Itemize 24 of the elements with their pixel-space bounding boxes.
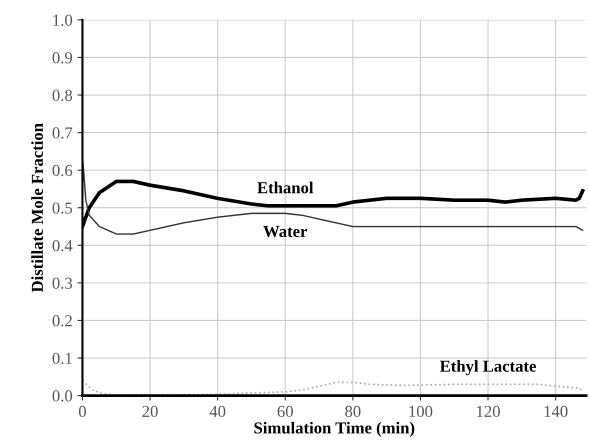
x-tick-label: 0 bbox=[78, 406, 86, 418]
x-tick-label: 140 bbox=[544, 406, 568, 418]
y-tick-label: 0.1 bbox=[52, 352, 72, 364]
y-tick-label: 0.6 bbox=[52, 164, 72, 176]
y-tick-label: 1.0 bbox=[53, 14, 72, 26]
x-tick-label: 100 bbox=[409, 406, 432, 418]
y-tick-label: 0.0 bbox=[52, 390, 72, 402]
series-label: Ethanol bbox=[257, 182, 314, 194]
series-label: Ethyl Lactate bbox=[440, 360, 536, 376]
x-axis-title: Simulation Time (min) bbox=[254, 422, 414, 437]
y-tick-label: 0.4 bbox=[52, 240, 72, 252]
y-tick-label: 0.5 bbox=[52, 202, 72, 214]
y-axis-title: Distillate Mole Fraction bbox=[31, 123, 43, 292]
y-tick-label: 0.9 bbox=[52, 52, 72, 64]
x-tick-label: 40 bbox=[210, 406, 226, 418]
y-tick-label: 0.3 bbox=[52, 278, 72, 289]
x-tick-label: 60 bbox=[278, 406, 293, 418]
y-tick-label: 0.8 bbox=[52, 90, 72, 102]
x-tick-label: 20 bbox=[142, 406, 158, 418]
series-label: Water bbox=[263, 226, 308, 238]
y-tick-label: 0.7 bbox=[52, 127, 72, 139]
x-tick-label: 120 bbox=[477, 406, 500, 418]
x-tick-label: 80 bbox=[345, 406, 361, 418]
y-tick-label: 0.2 bbox=[52, 315, 72, 326]
